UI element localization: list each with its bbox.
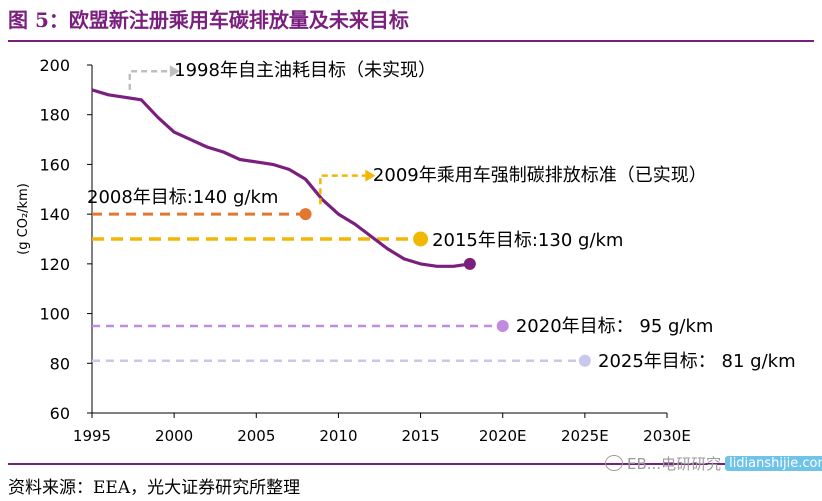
emissions-end-marker (463, 257, 476, 270)
source-note: 资料来源：EEA，光大证券研究所整理 (8, 478, 301, 498)
y-tick-label: 60 (50, 404, 70, 423)
x-tick-label: 2030E (643, 427, 691, 445)
watermark-site: lidianshijie.com (725, 455, 822, 471)
arrow-1998 (128, 69, 171, 90)
annotation-2025-target: 2025年目标： 81 g/km (598, 351, 796, 373)
annotation-2015-target: 2015年目标:130 g/km (432, 230, 624, 252)
arrow-2009-head (365, 169, 376, 182)
watermark-text: EB...电研研究 (627, 454, 722, 473)
y-axis-label: (g CO₂/km) (16, 183, 31, 255)
watermark: EB...电研研究 lidianshijie.com (605, 450, 822, 476)
footer-divider (8, 463, 814, 465)
annotation-arrows (128, 65, 376, 205)
x-tick-label: 2025E (561, 427, 609, 445)
annotation-2020-target: 2020年目标： 95 g/km (515, 316, 714, 338)
chart-title: 图 5：欧盟新注册乘用车碳排放量及未来目标 (8, 8, 409, 32)
annotation-2009-standard: 2009年乘用车强制碳排放标准（已实现） (372, 164, 707, 186)
x-tick-label: 2010 (319, 427, 357, 445)
y-tick-label: 200 (39, 56, 70, 75)
emissions-line (91, 88, 471, 268)
arrow-2009 (319, 174, 367, 205)
x-tick-label: 2005 (237, 427, 275, 445)
target-marker-t2020 (496, 320, 509, 332)
y-tick-label: 160 (39, 155, 70, 174)
y-tick-label: 80 (50, 354, 70, 373)
wechat-icon (605, 455, 623, 471)
x-tick-label: 2020E (479, 427, 527, 445)
target-marker-t2025 (578, 354, 591, 367)
target-lines (92, 208, 591, 367)
y-tick-label: 140 (39, 205, 70, 224)
annotation-2008-target: 2008年目标:140 g/km (87, 186, 279, 208)
emissions-series (91, 88, 476, 270)
y-tick-label: 100 (39, 305, 70, 324)
x-tick-label: 2000 (155, 427, 193, 445)
y-tick-label: 120 (39, 255, 70, 274)
arrow-1998-head (169, 65, 180, 78)
x-tick-label: 1995 (73, 427, 111, 445)
chart-axes: 60 80 100 120 140 160 180 200 1995 2000 2005 2010 20… (16, 56, 691, 445)
y-tick-label: 180 (39, 106, 70, 125)
annotation-1998-target: 1998年自主油耗目标（未实现） (174, 60, 436, 82)
x-tick-label: 2015 (401, 427, 439, 445)
title-divider (8, 40, 814, 42)
target-marker-t2008 (299, 208, 312, 221)
target-marker-t2015 (413, 231, 429, 247)
